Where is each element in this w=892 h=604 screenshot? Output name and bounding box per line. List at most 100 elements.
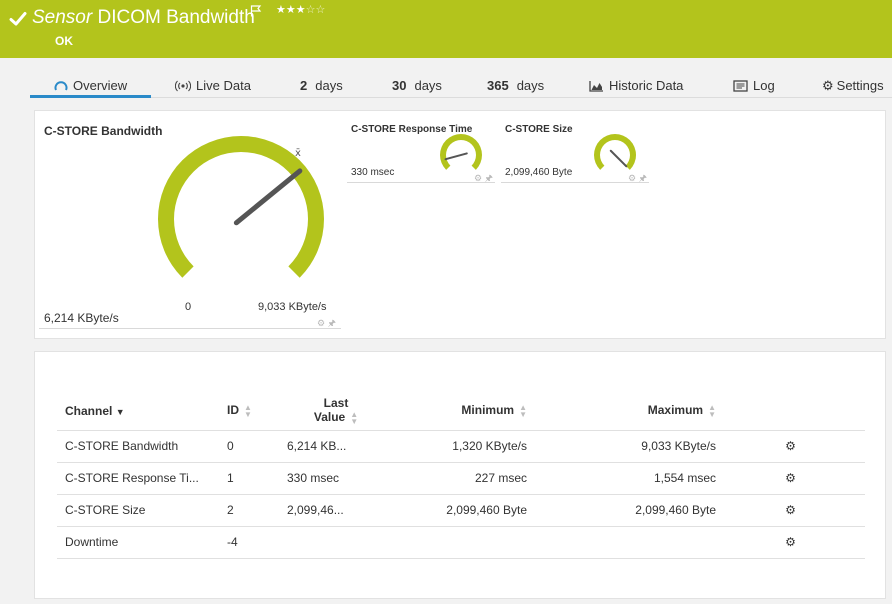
tab-log[interactable]: Log — [733, 78, 775, 93]
column-header-channel[interactable]: Channel ▼ — [57, 392, 227, 430]
column-header-minimum[interactable]: Minimum ▲ ▼ — [385, 392, 527, 430]
gauge-divider — [501, 182, 649, 183]
pin-icon[interactable]: 🖈 — [327, 318, 336, 328]
gauge-arc — [158, 136, 324, 278]
gauge-needle — [233, 168, 303, 226]
column-label: Value — [313, 410, 346, 425]
gauge-needle — [444, 152, 468, 161]
pin-icon[interactable]: 🖈 — [638, 173, 647, 183]
gauge-title: C-STORE Size — [505, 124, 573, 135]
tab-number: 2 — [300, 78, 308, 93]
cell-id: -4 — [227, 525, 287, 559]
cell-last-value: 6,214 KB... — [287, 429, 385, 462]
cell-actions: ⚙ — [716, 461, 865, 494]
star-filled-icon[interactable]: ★ — [285, 4, 296, 16]
table-row[interactable]: C-STORE Response Ti... 1 330 msec 227 ms… — [57, 461, 865, 494]
priority-stars[interactable]: ★★★☆☆ — [276, 3, 325, 16]
star-filled-icon[interactable]: ★ — [295, 4, 306, 16]
table-row[interactable]: Downtime -4 ⚙ — [57, 525, 865, 559]
gauge-icon — [54, 81, 68, 91]
tab-live-data[interactable]: Live Data — [174, 78, 251, 93]
cell-channel[interactable]: C-STORE Response Ti... — [57, 461, 227, 494]
sensor-name: DICOM Bandwidth — [97, 7, 255, 28]
cell-channel[interactable]: Downtime — [57, 525, 227, 559]
cell-actions: ⚙ — [716, 429, 865, 462]
active-tab-indicator — [30, 95, 151, 98]
column-label: ID — [227, 403, 239, 418]
pin-icon[interactable]: 🖈 — [484, 173, 493, 183]
tab-bar: Overview Live Data 2 days 30 days 365 days … — [30, 74, 892, 98]
column-label: Minimum — [461, 403, 515, 418]
gauge-tools[interactable]: ⚙ 🖈 — [474, 171, 493, 187]
area-chart-icon — [589, 81, 603, 92]
cell-actions: ⚙ — [716, 525, 865, 559]
tab-2-days[interactable]: 2 days — [300, 78, 343, 93]
column-header-last-value[interactable]: Last Value ▲ ▼ — [287, 392, 385, 430]
column-header-maximum[interactable]: Maximum ▲ ▼ — [527, 392, 716, 430]
tab-30-days[interactable]: 30 days — [392, 78, 442, 93]
tab-365-days[interactable]: 365 days — [487, 78, 544, 93]
gear-icon[interactable]: ⚙ — [474, 173, 483, 183]
cell-minimum: 2,099,460 Byte — [385, 493, 527, 526]
tab-label: days — [315, 78, 343, 93]
gauge-divider — [39, 328, 341, 329]
cell-channel[interactable]: C-STORE Size — [57, 493, 227, 526]
gauge-value: 6,214 KByte/s — [44, 311, 119, 325]
star-filled-icon[interactable]: ★ — [276, 4, 286, 16]
table-row[interactable]: C-STORE Bandwidth 0 6,214 KB... 1,320 KB… — [57, 429, 865, 462]
column-label: Channel — [65, 403, 113, 418]
cell-maximum: 9,033 KByte/s — [527, 429, 716, 462]
gauge-tools[interactable]: ⚙ 🖈 — [317, 316, 336, 332]
column-header-actions — [716, 392, 865, 430]
gear-icon: ⚙ — [822, 78, 834, 93]
gauges-panel: C-STORE Bandwidth x̄ 0 9,033 KByte/s 6,2… — [34, 110, 886, 339]
star-empty-icon[interactable]: ☆ — [305, 4, 316, 16]
gear-icon[interactable]: ⚙ — [317, 318, 326, 328]
tab-label: days — [516, 78, 545, 93]
broadcast-icon — [174, 80, 192, 92]
gauge-divider — [347, 182, 495, 183]
gauge-needle — [609, 149, 628, 168]
channel-settings-icon[interactable]: ⚙ — [785, 535, 796, 549]
gauge-title: C-STORE Bandwidth — [44, 124, 163, 138]
tab-historic-data[interactable]: Historic Data — [589, 78, 683, 93]
cell-minimum — [385, 525, 527, 559]
sensor-kind-label: Sensor — [32, 7, 93, 28]
response-time-gauge — [440, 134, 482, 170]
column-label: Maximum — [647, 403, 704, 418]
channel-settings-icon[interactable]: ⚙ — [785, 471, 796, 485]
cell-last-value — [287, 525, 385, 559]
size-gauge — [594, 134, 636, 170]
tab-overview[interactable]: Overview — [54, 78, 127, 93]
cell-channel[interactable]: C-STORE Bandwidth — [57, 429, 227, 462]
tab-settings[interactable]: ⚙ Settings — [822, 78, 884, 94]
channel-settings-icon[interactable]: ⚙ — [785, 439, 796, 453]
tab-label: Live Data — [196, 78, 251, 93]
cell-minimum: 227 msec — [385, 461, 527, 494]
gauge-tools[interactable]: ⚙ 🖈 — [628, 171, 647, 187]
gauge-arc — [440, 134, 482, 170]
cell-maximum: 1,554 msec — [527, 461, 716, 494]
tab-number: 365 — [487, 78, 509, 93]
cell-last-value: 2,099,46... — [287, 493, 385, 526]
gauge-min-label: 0 — [185, 301, 192, 313]
gear-icon[interactable]: ⚙ — [628, 173, 637, 183]
channel-settings-icon[interactable]: ⚙ — [785, 503, 796, 517]
sort-desc-icon: ▼ — [115, 406, 125, 417]
column-header-id[interactable]: ID ▲ ▼ — [227, 392, 287, 430]
sort-icon: ▲ ▼ — [708, 403, 716, 420]
tab-label: Settings — [836, 78, 884, 93]
gauge-average-marker: x̄ — [295, 148, 301, 159]
cell-minimum: 1,320 KByte/s — [385, 429, 527, 462]
sort-icon: ▲ ▼ — [244, 403, 252, 420]
sensor-header: Sensor DICOM Bandwidth ★★★☆☆ OK — [0, 0, 892, 58]
flag-icon[interactable] — [250, 5, 262, 17]
star-empty-icon[interactable]: ☆ — [315, 4, 326, 16]
table-row[interactable]: C-STORE Size 2 2,099,46... 2,099,460 Byt… — [57, 493, 865, 526]
channels-table: Channel ▼ ID ▲ ▼ Last Value ▲ ▼ Minimum ▲ ▼ Ma… — [57, 392, 865, 559]
tab-label: Log — [753, 78, 775, 93]
sort-icon: ▲ ▼ — [350, 410, 359, 427]
log-icon — [733, 80, 748, 92]
gauge-arc — [594, 134, 636, 170]
cell-maximum: 2,099,460 Byte — [527, 493, 716, 526]
